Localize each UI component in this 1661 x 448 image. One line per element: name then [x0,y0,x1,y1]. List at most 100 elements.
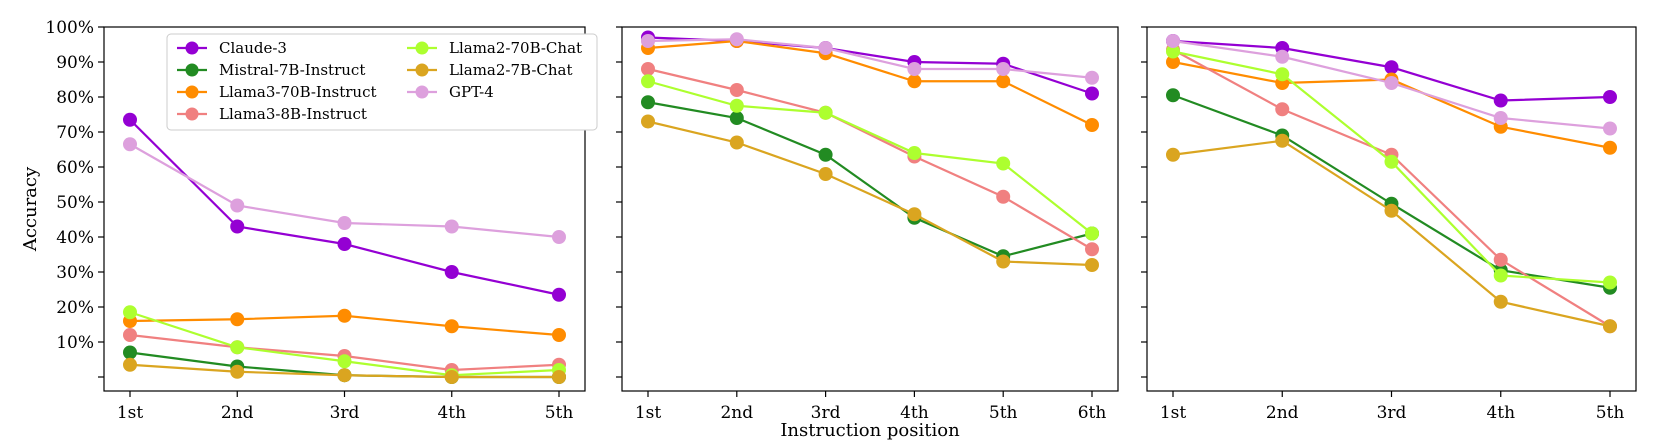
y-tick-label: 20% [56,298,94,318]
series-line [647,67,1093,251]
x-tick-label: 4th [900,403,929,423]
series-line [647,101,1093,258]
x-tick-label: 3rd [811,403,841,423]
data-point [1603,275,1617,290]
legend-marker [185,85,199,99]
series-llama3-8b-instruct [641,62,1099,257]
series-line [647,80,1093,235]
panel-2: 1st 2nd 3rd 4th 5th 6th [616,26,1119,423]
series-claude-3 [1166,34,1617,108]
data-point [818,41,833,55]
x-tick-label: 5th [989,403,1018,423]
data-point [123,357,137,372]
x-tick-label: 6th [1078,403,1107,423]
x-tick-label: 4th [1486,403,1515,423]
series-line [129,118,560,296]
series-llama2-7b-chat [1166,133,1617,334]
x-tick-label: 4th [437,403,466,423]
data-point [444,370,459,384]
x-tick-label: 5th [545,403,574,423]
data-point [729,135,744,150]
data-point [996,74,1011,89]
data-point [641,74,655,89]
data-point [444,319,459,334]
legend-entry: Llama2-70B-Chat [407,39,582,57]
series-gpt-4 [1166,34,1617,136]
series-gpt-4 [641,32,1099,85]
legend-marker [415,41,429,55]
x-tick-label: 1st [1160,403,1187,423]
series-line [647,38,1093,79]
data-point [123,305,137,320]
data-point [1493,268,1508,283]
data-point [123,345,137,360]
data-point [337,354,352,369]
data-point [1603,319,1617,334]
x-axis-title: Instruction position [780,420,960,441]
data-point [1085,70,1099,85]
data-point [230,364,245,379]
data-point [818,147,833,162]
data-point [1085,258,1099,272]
series-gpt-4 [123,137,566,244]
data-point [230,198,245,213]
x-tick-label: 2nd [1266,403,1299,423]
data-point [1166,44,1180,59]
legend-label: Claude-3 [219,39,287,57]
data-point [1493,294,1508,309]
legend-entry: Mistral-7B-Instruct [177,61,365,79]
legend-box [166,33,598,131]
data-point [641,62,655,76]
legend-label: Llama2-7B-Chat [449,61,573,79]
data-point [1166,88,1180,103]
panel-frame [621,26,1119,392]
data-point [729,83,744,97]
data-point [1275,133,1290,148]
data-point [996,156,1011,171]
data-point [123,112,137,127]
data-point [641,34,655,48]
y-tick-label: 70% [56,123,94,143]
data-point [1384,76,1399,90]
data-point [1384,60,1399,75]
data-point [907,62,922,76]
data-point [337,237,352,251]
data-point [818,105,833,120]
series-llama2-7b-chat [123,357,566,384]
legend-marker [185,107,199,121]
data-point [907,146,922,160]
data-point [996,62,1011,76]
data-point [1493,111,1508,125]
data-point [1384,154,1399,169]
legend-entry: Llama3-70B-Instruct [177,83,377,101]
legend-marker [185,41,199,55]
legend-label: Mistral-7B-Instruct [219,61,365,79]
y-tick-label: 80% [56,88,94,108]
y-tick-label: 60% [56,158,94,178]
x-tick-label: 2nd [221,403,254,423]
series-line [647,39,1093,126]
y-axis-title: Accuracy [20,166,41,252]
x-tick-label: 3rd [1377,403,1407,423]
x-tick-label: 3rd [330,403,360,423]
panel-1: 10% 20% 30% 40% 50% 60% 70% 80% 90% 100% 1st 2nd 3rd… [45,18,586,423]
data-point [1384,203,1399,218]
x-tick-label: 1st [117,403,144,423]
data-point [1085,86,1099,101]
y-tick-label: 50% [56,193,94,213]
data-point [337,216,352,230]
data-point [444,265,459,279]
y-tick-label: 30% [56,263,94,283]
y-tick-label: 40% [56,228,94,248]
data-point [729,111,744,125]
legend-entry: GPT-4 [407,83,494,101]
y-tick-label: 100% [45,18,94,38]
series-llama2-70b-chat [1166,44,1617,290]
data-point [552,328,566,342]
data-point [123,328,137,342]
data-point [1493,252,1508,267]
data-point [1085,118,1099,132]
data-point [641,95,655,110]
legend-marker [185,63,199,77]
